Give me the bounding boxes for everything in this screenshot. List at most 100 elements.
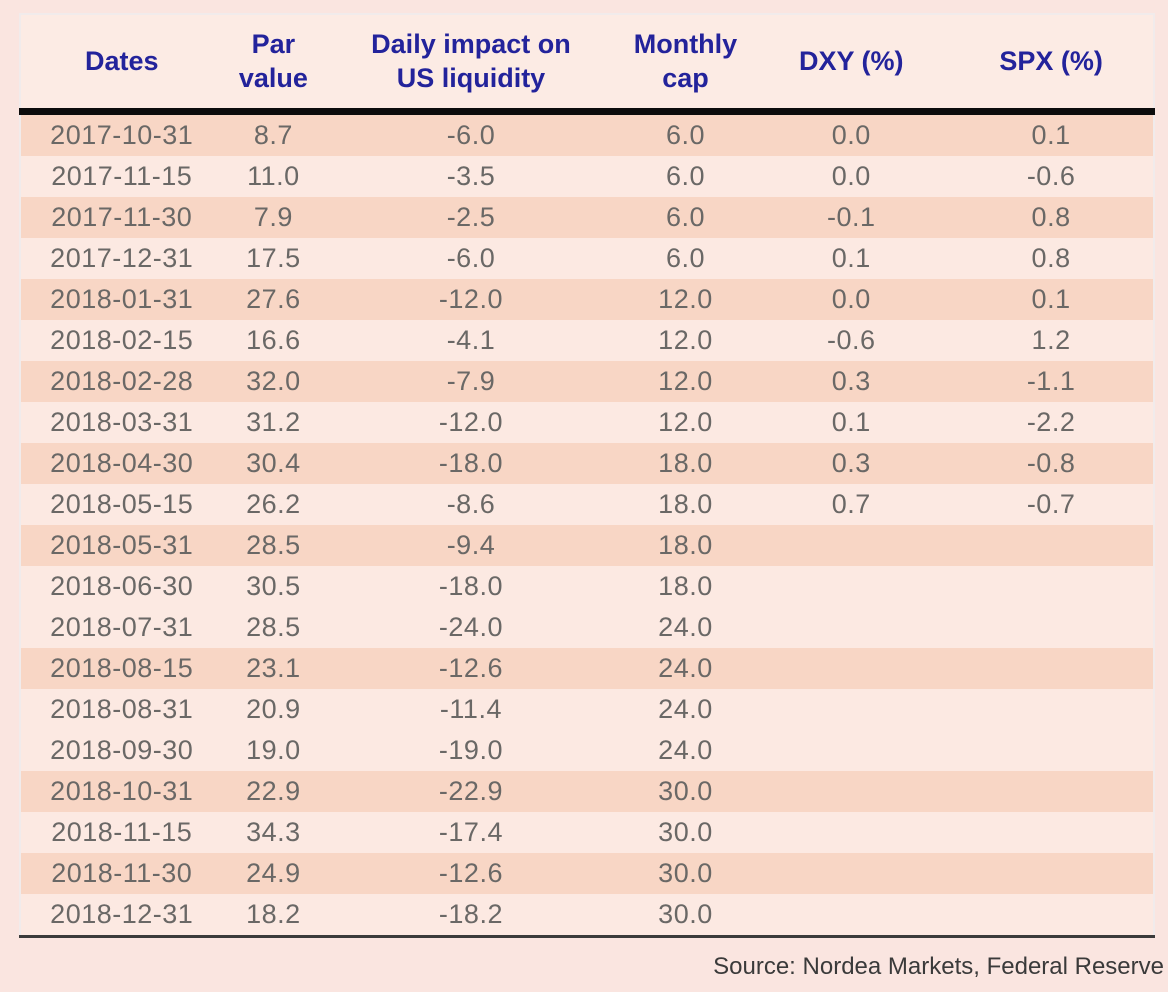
cell-par-value: 30.4 bbox=[246, 448, 301, 478]
table-row: 2018-07-31 28.5 -24.0 24.0 bbox=[21, 607, 1153, 648]
cell-daily-impact: -12.0 bbox=[438, 284, 503, 314]
cell-spx: 1.2 bbox=[1031, 325, 1071, 355]
cell-monthly-cap: 12.0 bbox=[658, 284, 713, 314]
cell-dates: 2018-10-31 bbox=[50, 776, 194, 806]
cell-daily-impact: -22.9 bbox=[438, 776, 503, 806]
cell-dates: 2018-08-31 bbox=[50, 694, 194, 724]
cell-par-value: 17.5 bbox=[246, 243, 301, 273]
cell-par-value: 27.6 bbox=[246, 284, 301, 314]
table-body: 2017-10-31 8.7 -6.0 6.0 0.0 0.1 2017-11-… bbox=[21, 115, 1153, 935]
cell-dxy: 0.1 bbox=[831, 243, 871, 273]
cell-par-value: 31.2 bbox=[246, 407, 301, 437]
cell-par-value: 24.9 bbox=[246, 858, 301, 888]
column-header-daily-impact: Daily impact on US liquidity bbox=[371, 28, 571, 93]
cell-daily-impact: -18.0 bbox=[438, 571, 503, 601]
cell-daily-impact: -12.6 bbox=[438, 858, 503, 888]
column-header-monthly-cap: Monthly cap bbox=[633, 28, 738, 93]
header-divider-rule bbox=[19, 108, 1155, 115]
cell-par-value: 18.2 bbox=[246, 899, 301, 929]
cell-daily-impact: -7.9 bbox=[446, 366, 496, 396]
table-row: 2018-01-31 27.6 -12.0 12.0 0.0 0.1 bbox=[21, 279, 1153, 320]
cell-monthly-cap: 24.0 bbox=[658, 653, 713, 683]
cell-spx: 0.1 bbox=[1031, 284, 1071, 314]
table-row: 2018-02-15 16.6 -4.1 12.0 -0.6 1.2 bbox=[21, 320, 1153, 361]
cell-dates: 2018-03-31 bbox=[50, 407, 194, 437]
cell-daily-impact: -4.1 bbox=[446, 325, 496, 355]
cell-dxy: 0.0 bbox=[831, 120, 871, 150]
table-row: 2018-02-28 32.0 -7.9 12.0 0.3 -1.1 bbox=[21, 361, 1153, 402]
cell-monthly-cap: 12.0 bbox=[658, 325, 713, 355]
cell-dates: 2017-12-31 bbox=[50, 243, 194, 273]
cell-par-value: 28.5 bbox=[246, 530, 301, 560]
cell-dates: 2018-09-30 bbox=[50, 735, 194, 765]
cell-monthly-cap: 6.0 bbox=[665, 243, 705, 273]
cell-dxy: 0.3 bbox=[831, 448, 871, 478]
cell-dates: 2018-11-15 bbox=[51, 817, 193, 847]
cell-daily-impact: -9.4 bbox=[446, 530, 496, 560]
table-row: 2017-12-31 17.5 -6.0 6.0 0.1 0.8 bbox=[21, 238, 1153, 279]
cell-daily-impact: -2.5 bbox=[446, 202, 496, 232]
cell-par-value: 16.6 bbox=[246, 325, 301, 355]
cell-dates: 2018-07-31 bbox=[50, 612, 194, 642]
cell-monthly-cap: 18.0 bbox=[658, 571, 713, 601]
table-row: 2018-12-31 18.2 -18.2 30.0 bbox=[21, 894, 1153, 935]
cell-spx: -0.7 bbox=[1026, 489, 1076, 519]
table-row: 2018-03-31 31.2 -12.0 12.0 0.1 -2.2 bbox=[21, 402, 1153, 443]
cell-dates: 2018-01-31 bbox=[50, 284, 194, 314]
cell-spx: 0.8 bbox=[1031, 243, 1071, 273]
cell-monthly-cap: 12.0 bbox=[658, 366, 713, 396]
cell-dates: 2017-11-30 bbox=[51, 202, 193, 232]
cell-daily-impact: -17.4 bbox=[438, 817, 503, 847]
cell-daily-impact: -24.0 bbox=[438, 612, 503, 642]
cell-par-value: 7.9 bbox=[253, 202, 293, 232]
cell-par-value: 26.2 bbox=[246, 489, 301, 519]
table-header-row: Dates Par value Daily impact on US liqui… bbox=[21, 15, 1153, 108]
cell-par-value: 22.9 bbox=[246, 776, 301, 806]
cell-par-value: 30.5 bbox=[246, 571, 301, 601]
cell-dates: 2017-10-31 bbox=[50, 120, 194, 150]
column-header-dates: Dates bbox=[84, 45, 159, 76]
cell-monthly-cap: 6.0 bbox=[665, 120, 705, 150]
cell-monthly-cap: 18.0 bbox=[658, 489, 713, 519]
cell-dxy: -0.1 bbox=[827, 202, 876, 232]
cell-spx: -2.2 bbox=[1026, 407, 1076, 437]
cell-daily-impact: -12.0 bbox=[438, 407, 503, 437]
data-table: Dates Par value Daily impact on US liqui… bbox=[19, 13, 1155, 938]
table-row: 2018-05-15 26.2 -8.6 18.0 0.7 -0.7 bbox=[21, 484, 1153, 525]
cell-monthly-cap: 6.0 bbox=[665, 161, 705, 191]
column-header-spx: SPX (%) bbox=[999, 45, 1103, 76]
cell-monthly-cap: 24.0 bbox=[658, 612, 713, 642]
cell-monthly-cap: 18.0 bbox=[658, 448, 713, 478]
cell-daily-impact: -6.0 bbox=[446, 243, 496, 273]
cell-par-value: 8.7 bbox=[253, 120, 293, 150]
cell-dxy: 0.0 bbox=[831, 284, 871, 314]
cell-spx: 0.8 bbox=[1031, 202, 1071, 232]
cell-dates: 2018-05-31 bbox=[50, 530, 194, 560]
cell-dates: 2017-11-15 bbox=[51, 161, 193, 191]
cell-dxy: 0.0 bbox=[831, 161, 871, 191]
cell-spx: 0.1 bbox=[1031, 120, 1071, 150]
cell-dxy: 0.3 bbox=[831, 366, 871, 396]
table-row: 2018-10-31 22.9 -22.9 30.0 bbox=[21, 771, 1153, 812]
table-row: 2018-09-30 19.0 -19.0 24.0 bbox=[21, 730, 1153, 771]
table-row: 2018-11-30 24.9 -12.6 30.0 bbox=[21, 853, 1153, 894]
cell-dates: 2018-08-15 bbox=[50, 653, 194, 683]
cell-daily-impact: -19.0 bbox=[438, 735, 503, 765]
cell-dates: 2018-11-30 bbox=[51, 858, 193, 888]
table-row: 2018-08-31 20.9 -11.4 24.0 bbox=[21, 689, 1153, 730]
table-row: 2018-05-31 28.5 -9.4 18.0 bbox=[21, 525, 1153, 566]
column-header-dxy: DXY (%) bbox=[799, 45, 904, 76]
cell-dates: 2018-04-30 bbox=[50, 448, 194, 478]
cell-dxy: -0.6 bbox=[827, 325, 876, 355]
cell-par-value: 19.0 bbox=[246, 735, 301, 765]
cell-spx: -0.6 bbox=[1026, 161, 1076, 191]
cell-monthly-cap: 6.0 bbox=[665, 202, 705, 232]
table-bottom-rule bbox=[19, 935, 1155, 938]
cell-par-value: 23.1 bbox=[246, 653, 301, 683]
cell-par-value: 28.5 bbox=[246, 612, 301, 642]
cell-dxy: 0.1 bbox=[831, 407, 871, 437]
cell-dates: 2018-12-31 bbox=[50, 899, 194, 929]
table-row: 2018-08-15 23.1 -12.6 24.0 bbox=[21, 648, 1153, 689]
cell-monthly-cap: 24.0 bbox=[658, 694, 713, 724]
cell-monthly-cap: 12.0 bbox=[658, 407, 713, 437]
